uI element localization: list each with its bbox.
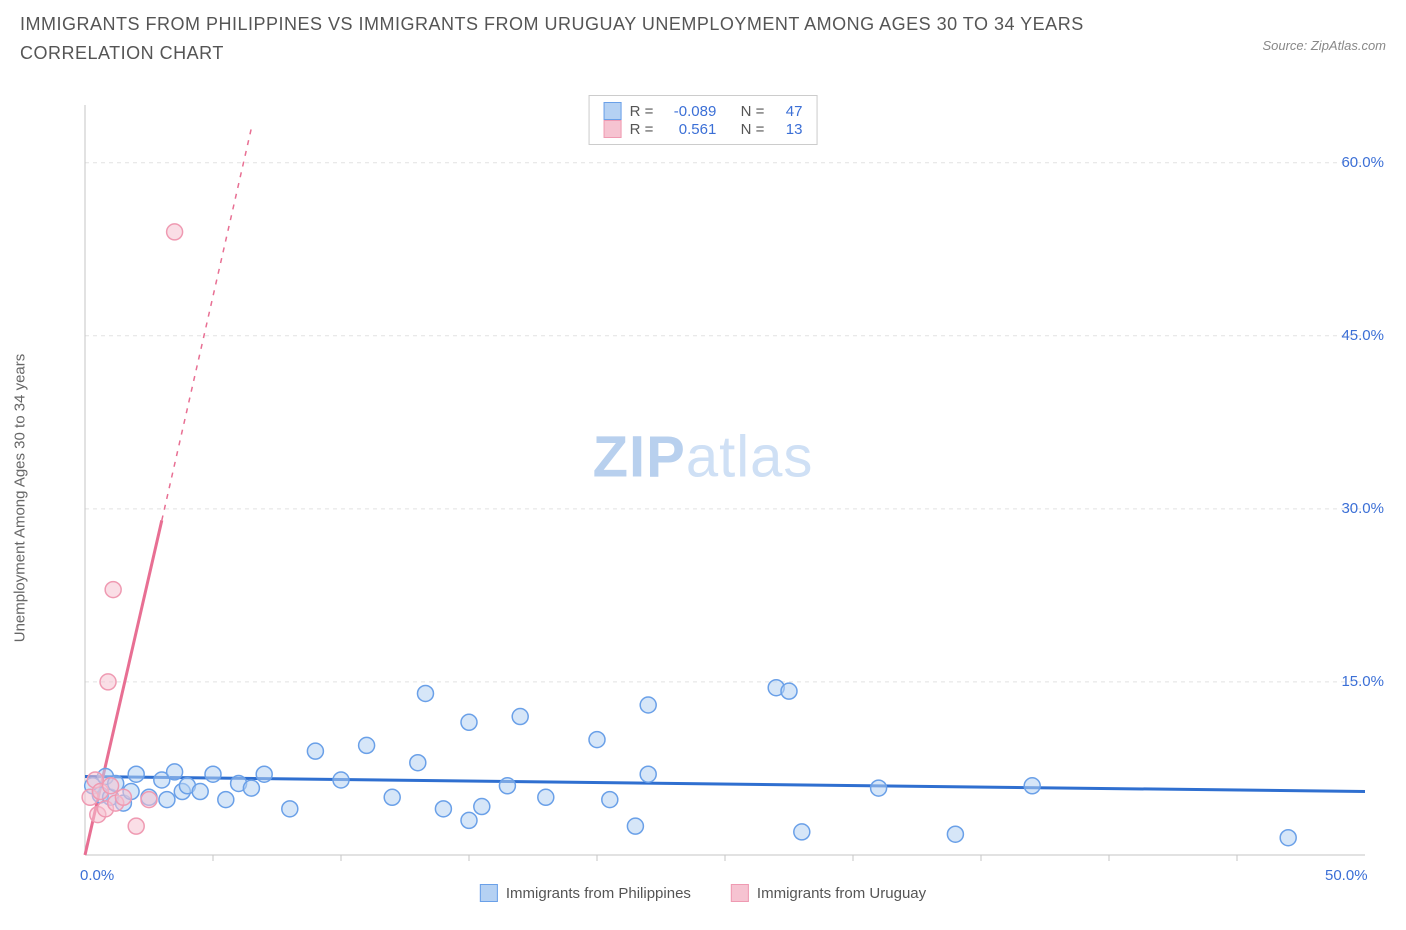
- legend-swatch: [731, 884, 749, 902]
- y-tick-label: 60.0%: [1324, 154, 1384, 171]
- r-value: -0.089: [661, 103, 716, 120]
- r-label: R =: [630, 103, 654, 120]
- n-value: 47: [772, 103, 802, 120]
- y-tick-label: 30.0%: [1324, 500, 1384, 517]
- legend-swatch: [604, 120, 622, 138]
- correlation-legend: R = -0.089 N = 47 R = 0.561 N = 13: [589, 95, 818, 145]
- n-label: N =: [741, 103, 765, 120]
- y-tick-label: 15.0%: [1324, 673, 1384, 690]
- x-tick-label: 0.0%: [80, 867, 114, 884]
- x-tick-label: 50.0%: [1325, 867, 1368, 884]
- y-axis-label: Unemployment Among Ages 30 to 34 years: [12, 353, 29, 642]
- scatter-plot: [75, 95, 1375, 875]
- n-label: N =: [741, 121, 765, 138]
- r-label: R =: [630, 121, 654, 138]
- legend-label: Immigrants from Uruguay: [757, 885, 926, 902]
- legend-item: Immigrants from Uruguay: [731, 884, 926, 902]
- legend-swatch: [604, 102, 622, 120]
- r-value: 0.561: [661, 121, 716, 138]
- y-tick-label: 45.0%: [1324, 327, 1384, 344]
- legend-swatch: [480, 884, 498, 902]
- legend-label: Immigrants from Philippines: [506, 885, 691, 902]
- chart-title: IMMIGRANTS FROM PHILIPPINES VS IMMIGRANT…: [20, 10, 1120, 68]
- chart-container: Unemployment Among Ages 30 to 34 years Z…: [20, 95, 1386, 900]
- n-value: 13: [772, 121, 802, 138]
- legend-row: R = 0.561 N = 13: [604, 120, 803, 138]
- series-legend: Immigrants from Philippines Immigrants fr…: [480, 884, 926, 902]
- source-label: Source: ZipAtlas.com: [1262, 38, 1386, 53]
- legend-item: Immigrants from Philippines: [480, 884, 691, 902]
- legend-row: R = -0.089 N = 47: [604, 102, 803, 120]
